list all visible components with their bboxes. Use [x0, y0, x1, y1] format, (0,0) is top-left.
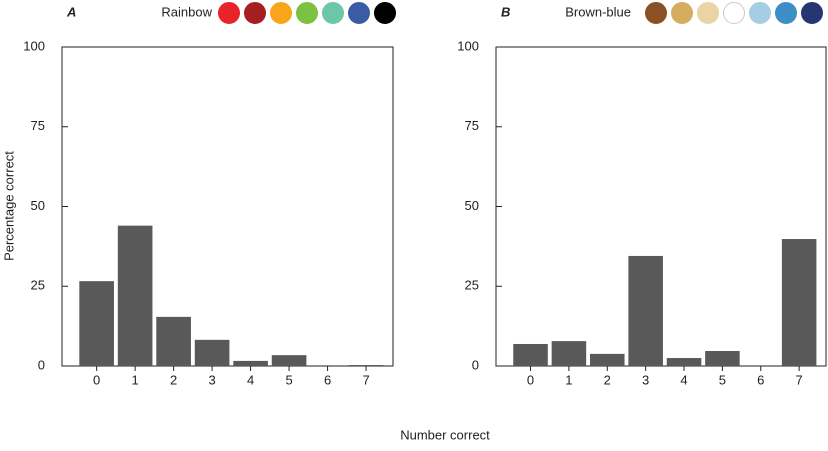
y-tick-label: 25 — [465, 278, 479, 293]
bar — [271, 355, 307, 366]
bar — [233, 360, 268, 366]
bar — [156, 316, 191, 366]
palette-swatch — [374, 2, 396, 24]
panel-title: A — [66, 4, 76, 19]
x-tick-label: 1 — [132, 372, 139, 387]
bar — [117, 225, 153, 366]
palette-name: Brown-blue — [565, 4, 631, 19]
x-tick-label: 2 — [604, 372, 611, 387]
x-tick-label: 4 — [680, 372, 687, 387]
palette-swatch — [348, 2, 370, 24]
y-tick-label: 50 — [465, 198, 479, 213]
palette-swatch — [671, 2, 693, 24]
palette-swatch — [749, 2, 771, 24]
y-tick-label: 75 — [465, 118, 479, 133]
palette-swatch — [270, 2, 292, 24]
bar — [348, 365, 384, 366]
x-tick-label: 3 — [208, 372, 215, 387]
x-tick-label: 7 — [362, 372, 369, 387]
palette-swatch — [244, 2, 266, 24]
x-tick-label: 4 — [247, 372, 254, 387]
x-tick-label: 3 — [642, 372, 649, 387]
palette-swatch — [296, 2, 318, 24]
palette-swatch — [645, 2, 667, 24]
bar — [590, 353, 625, 366]
y-tick-label: 0 — [38, 357, 45, 372]
y-axis-label: Percentage correct — [1, 151, 16, 261]
bar — [666, 358, 702, 366]
palette-swatch — [801, 2, 823, 24]
x-axis-label: Number correct — [400, 427, 490, 442]
bar — [628, 255, 663, 366]
x-tick-label: 2 — [170, 372, 177, 387]
x-tick-label: 1 — [565, 372, 572, 387]
bar — [79, 281, 114, 366]
palette-swatch — [723, 2, 745, 24]
x-tick-label: 5 — [285, 372, 292, 387]
x-tick-label: 6 — [324, 372, 331, 387]
x-tick-label: 0 — [527, 372, 534, 387]
y-tick-label: 50 — [31, 198, 45, 213]
y-tick-label: 100 — [457, 38, 479, 53]
y-tick-label: 25 — [31, 278, 45, 293]
x-tick-label: 0 — [93, 372, 100, 387]
palette-swatch — [218, 2, 240, 24]
bar — [513, 343, 548, 366]
bar — [705, 351, 740, 366]
bar — [194, 339, 230, 366]
x-tick-label: 5 — [719, 372, 726, 387]
x-tick-label: 6 — [757, 372, 764, 387]
bar — [781, 239, 817, 366]
palette-swatch — [775, 2, 797, 24]
panel-title: B — [501, 4, 510, 19]
y-tick-label: 75 — [31, 118, 45, 133]
bar — [551, 341, 587, 366]
palette-name: Rainbow — [161, 4, 212, 19]
y-tick-label: 0 — [472, 357, 479, 372]
y-tick-label: 100 — [23, 38, 45, 53]
palette-swatch — [322, 2, 344, 24]
palette-swatch — [697, 2, 719, 24]
x-tick-label: 7 — [796, 372, 803, 387]
